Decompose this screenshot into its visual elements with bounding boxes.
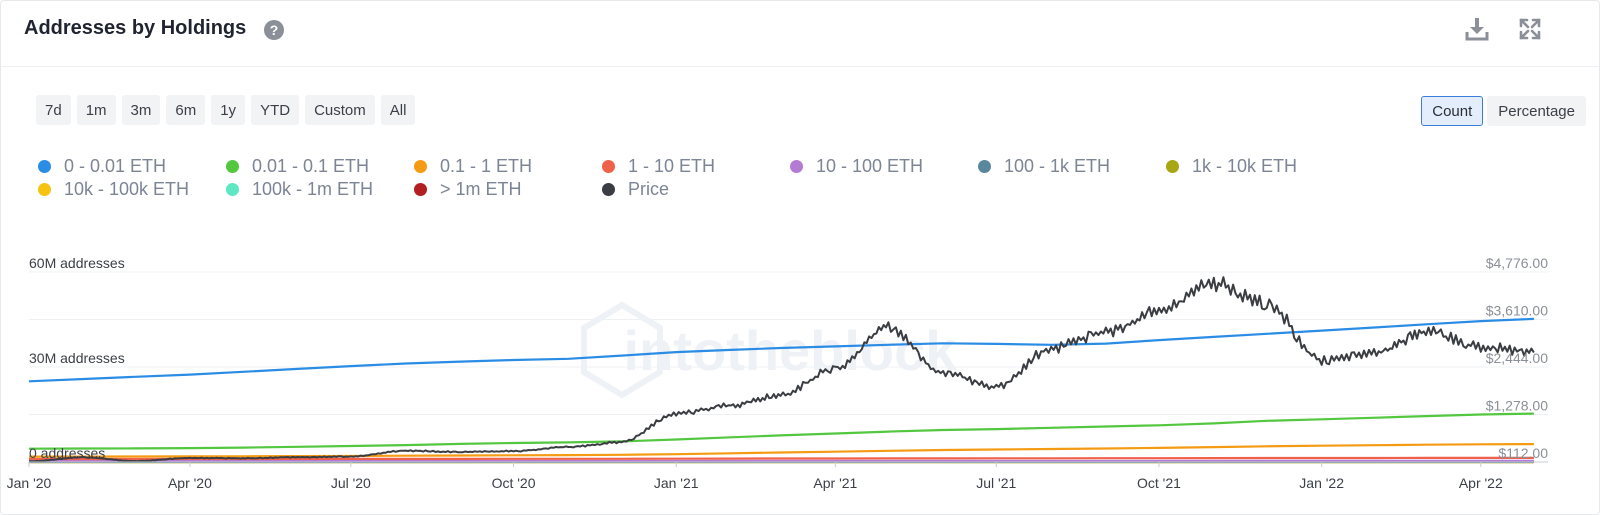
x-tick-label: Oct '21 (1137, 475, 1181, 491)
legend-item[interactable]: 100k - 1m ETH (226, 179, 414, 199)
chart-legend: 0 - 0.01 ETH 0.01 - 0.1 ETH 0.1 - 1 ETH 1 -… (38, 156, 1578, 199)
y-left-tick-label: 0 addresses (29, 445, 105, 461)
y-right-tick-label: $2,444.00 (1486, 350, 1548, 366)
watermark-text: intotheblock (624, 319, 958, 382)
x-tick-label: Apr '21 (813, 475, 857, 491)
question-circle-icon[interactable]: ? (264, 20, 284, 40)
legend-item[interactable]: 0 - 0.01 ETH (38, 156, 226, 176)
legend-item[interactable]: 100 - 1k ETH (978, 156, 1166, 176)
series-line (29, 443, 1534, 458)
chart-title: Addresses by Holdings (24, 17, 247, 39)
range-1m-button[interactable]: 1m (76, 95, 116, 125)
legend-label: 10 - 100 ETH (816, 155, 924, 176)
legend-label: 10k - 100k ETH (64, 178, 190, 199)
legend-dot (602, 182, 615, 196)
legend-dot (414, 159, 427, 173)
percentage-button[interactable]: Percentage (1487, 96, 1586, 126)
x-tick-label: Jul '20 (331, 475, 371, 491)
time-range-buttons: 7d 1m 3m 6m 1y YTD Custom All (36, 95, 416, 125)
range-all-button[interactable]: All (380, 95, 416, 125)
y-left-tick-label: 60M addresses (29, 255, 125, 271)
y-right-tick-label: $1,278.00 (1486, 398, 1548, 414)
legend-dot (1166, 159, 1179, 173)
series-line (28, 317, 1534, 383)
x-tick-label: Jan '20 (7, 475, 52, 491)
watermark-logo-icon (581, 301, 663, 399)
legend-item[interactable]: 10k - 100k ETH (38, 179, 226, 199)
x-tick-label: Apr '20 (168, 475, 212, 491)
legend-item[interactable]: 0.1 - 1 ETH (414, 156, 602, 176)
range-3m-button[interactable]: 3m (121, 95, 161, 125)
series-line (28, 412, 1534, 450)
legend-dot (38, 159, 51, 173)
legend-dot (978, 159, 991, 173)
legend-dot (414, 182, 427, 196)
y-left-tick-label: 30M addresses (29, 350, 125, 366)
x-tick-label: Jan '22 (1299, 475, 1344, 491)
card-header: Addresses by Holdings ? (1, 1, 1599, 67)
legend-item[interactable]: 0.01 - 0.1 ETH (226, 156, 414, 176)
legend-label: 0 - 0.01 ETH (64, 155, 167, 176)
download-icon[interactable] (1464, 16, 1490, 42)
range-ytd-button[interactable]: YTD (251, 95, 300, 125)
x-tick-label: Oct '20 (492, 475, 536, 491)
legend-dot (602, 159, 615, 173)
x-tick-label: Jan '21 (654, 475, 699, 491)
count-button[interactable]: Count (1421, 96, 1484, 126)
legend-label: > 1m ETH (440, 178, 522, 199)
legend-dot (790, 159, 803, 173)
legend-item[interactable]: 1 - 10 ETH (602, 156, 790, 176)
legend-label: 100k - 1m ETH (252, 178, 374, 199)
x-tick-label: Apr '22 (1459, 475, 1503, 491)
range-1y-button[interactable]: 1y (211, 95, 246, 125)
legend-label: 0.01 - 0.1 ETH (252, 155, 370, 176)
legend-dot (226, 159, 239, 173)
price-line (28, 276, 1535, 463)
legend-label: 100 - 1k ETH (1004, 155, 1111, 176)
y-right-tick-label: $112.00 (1498, 445, 1548, 461)
legend-dot (38, 182, 51, 196)
view-mode-buttons: Count Percentage (1421, 96, 1586, 126)
legend-item[interactable]: > 1m ETH (414, 179, 602, 199)
series-line (29, 456, 1534, 461)
y-right-tick-label: $4,776.00 (1486, 255, 1548, 271)
range-6m-button[interactable]: 6m (166, 95, 206, 125)
expand-icon[interactable] (1517, 16, 1543, 42)
range-7d-button[interactable]: 7d (36, 95, 71, 125)
legend-label: 0.1 - 1 ETH (440, 155, 533, 176)
legend-dot (226, 182, 239, 196)
legend-item[interactable]: 1k - 10k ETH (1166, 156, 1354, 176)
legend-label: 1k - 10k ETH (1192, 155, 1298, 176)
legend-label: Price (628, 178, 670, 199)
range-custom-button[interactable]: Custom (305, 95, 375, 125)
x-tick-label: Jul '21 (976, 475, 1016, 491)
legend-item[interactable]: Price (602, 179, 790, 199)
legend-item[interactable]: 10 - 100 ETH (790, 156, 978, 176)
legend-label: 1 - 10 ETH (628, 155, 716, 176)
y-right-tick-label: $3,610.00 (1486, 303, 1548, 319)
